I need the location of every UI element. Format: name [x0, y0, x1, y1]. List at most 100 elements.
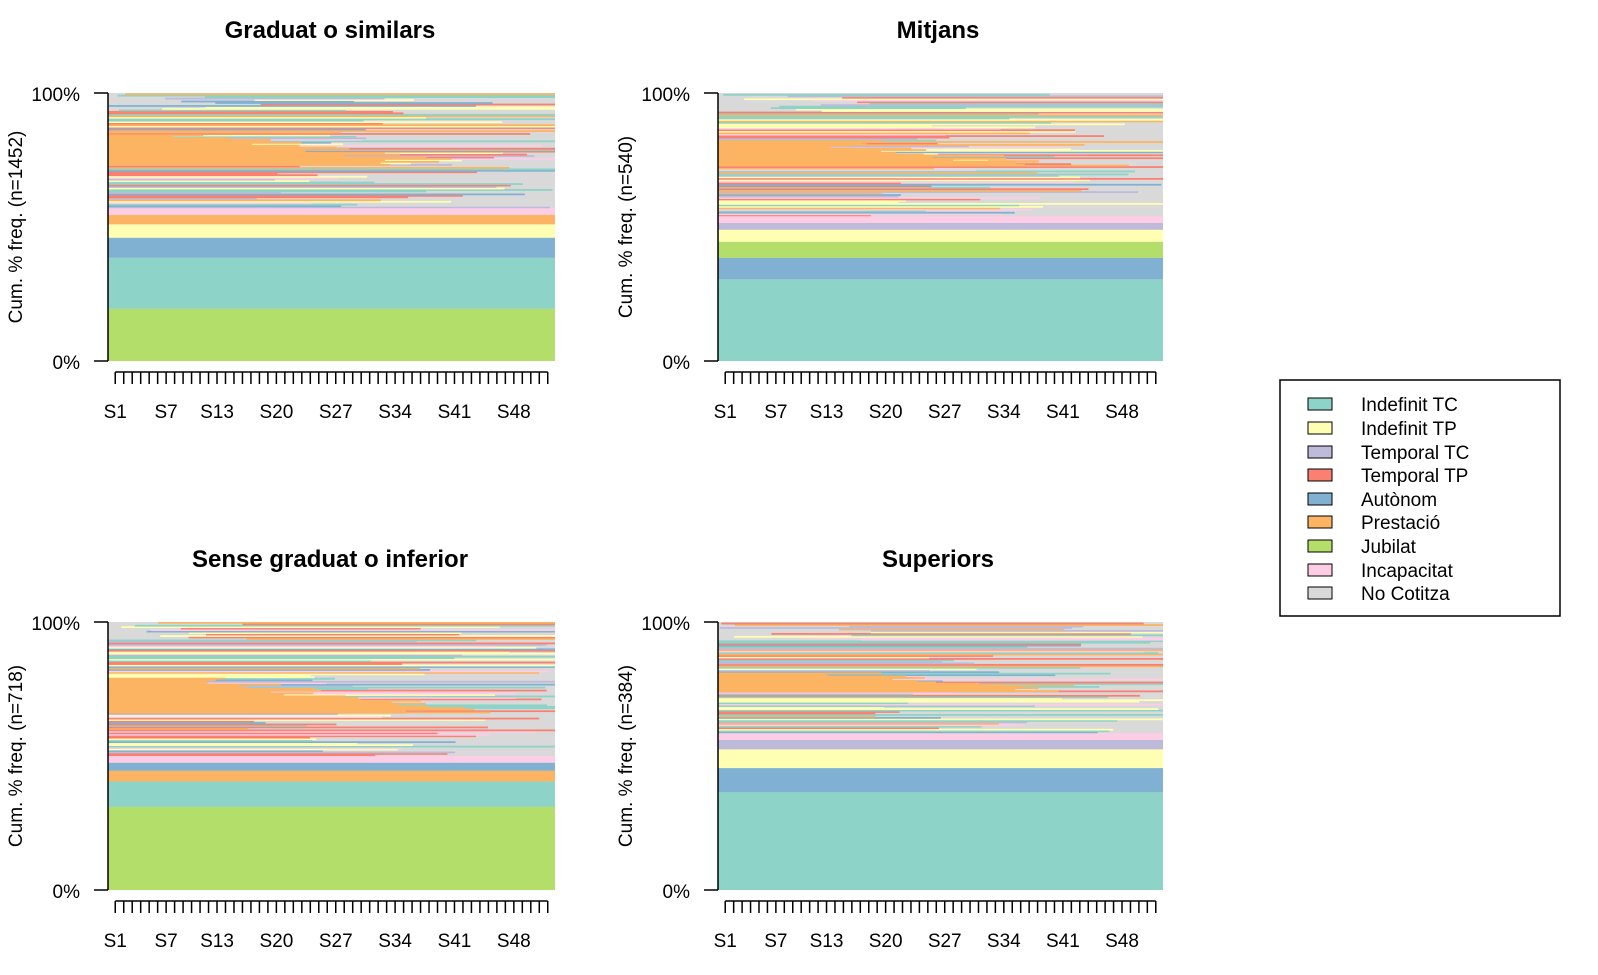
- state-band-jubilat: [718, 241, 1163, 258]
- sequence-line: [718, 719, 1118, 722]
- sequence-line: [820, 104, 1163, 107]
- sequence-line: [718, 697, 1062, 700]
- sequence-line-prestacio: [718, 162, 1016, 165]
- x-tick-label: S34: [378, 402, 412, 423]
- sequence-line: [108, 719, 486, 721]
- sequence-line: [108, 725, 307, 727]
- sequence-line: [718, 709, 1163, 712]
- sequence-line-prestacio: [108, 683, 281, 686]
- sequence-line: [108, 652, 555, 655]
- sequence-line: [787, 95, 1163, 98]
- sequence-line-prestacio: [108, 138, 271, 141]
- sequence-line: [718, 111, 1163, 114]
- sequence-line: [108, 671, 540, 674]
- plot-area: [108, 93, 555, 361]
- sequence-line: [108, 717, 540, 720]
- sequence-line-prestacio: [108, 141, 302, 144]
- sequence-line-prestacio: [108, 682, 208, 684]
- sequence-line: [108, 165, 300, 168]
- x-tick-label: S7: [764, 402, 787, 423]
- sequence-line: [718, 132, 1030, 135]
- sequence-line: [718, 185, 932, 188]
- sequence-line: [108, 744, 413, 746]
- sequence-line: [108, 686, 546, 689]
- sequence-line: [718, 210, 927, 213]
- sequence-line: [718, 121, 1052, 124]
- sequence-line: [718, 172, 1037, 174]
- sequence-line: [718, 699, 1163, 702]
- legend-label: Jubilat: [1361, 537, 1417, 558]
- sequence-line-prestacio: [718, 672, 882, 675]
- legend-swatch: [1307, 586, 1333, 600]
- sequence-line: [108, 194, 463, 197]
- sequence-line: [108, 745, 555, 748]
- sequence-line-prestacio: [108, 679, 216, 681]
- x-axis: S1 S7 S13 S20 S27 S34 S41 S48: [714, 900, 1157, 952]
- sequence-line: [108, 169, 555, 172]
- sequence-line: [718, 141, 1163, 143]
- sequence-line: [718, 136, 950, 139]
- sequence-line: [108, 663, 403, 665]
- sequence-line: [108, 177, 339, 180]
- sequence-line-prestacio: [108, 143, 252, 146]
- sequence-line: [125, 93, 555, 96]
- x-tick-label: S7: [764, 931, 787, 952]
- state-band-prestaci-: [108, 214, 555, 225]
- sequence-line: [744, 98, 1163, 101]
- sequence-line: [108, 641, 417, 643]
- x-tick-label: S41: [1046, 402, 1080, 423]
- legend-label: Autònom: [1361, 490, 1437, 511]
- sequence-line: [108, 122, 383, 125]
- sequence-line-prestacio: [718, 144, 852, 147]
- sequence-line-prestacio: [108, 155, 345, 157]
- sequence-line: [108, 127, 555, 129]
- x-tick-label: S34: [987, 931, 1021, 952]
- x-tick-label: S48: [1105, 402, 1139, 423]
- sequence-line: [718, 198, 981, 201]
- sequence-line-prestacio: [108, 693, 284, 696]
- sequence-line: [160, 635, 555, 637]
- sequence-line: [108, 730, 537, 733]
- sequence-line: [108, 189, 553, 191]
- sequence-line: [718, 177, 1163, 180]
- sequence-line: [108, 649, 555, 652]
- x-tick-label: S20: [869, 402, 903, 423]
- x-axis: S1 S7 S13 S20 S27 S34 S41 S48: [714, 371, 1157, 423]
- x-tick-label: S27: [319, 402, 353, 423]
- sequence-line-prestacio: [718, 140, 884, 143]
- sequence-line-prestacio: [718, 146, 831, 148]
- sequence-line: [108, 720, 255, 723]
- sequence-line: [158, 622, 555, 624]
- x-tick-label: S13: [810, 931, 844, 952]
- sequence-line: [870, 631, 1163, 634]
- y-tick-label-top: 100%: [31, 85, 80, 106]
- sequence-line-prestacio: [718, 150, 882, 153]
- legend-label: No Cotitza: [1361, 584, 1450, 605]
- y-tick-label-bottom: 0%: [53, 353, 81, 374]
- sequence-line: [204, 96, 555, 98]
- state-band-indefinit-tc: [108, 257, 555, 309]
- panel-title: Sense graduat o inferior: [192, 546, 468, 573]
- sequence-line: [718, 201, 899, 204]
- sequence-line: [108, 666, 555, 668]
- sequence-line: [108, 186, 497, 188]
- sequence-line: [721, 622, 1144, 625]
- state-band-aut-nom: [718, 257, 1163, 280]
- sequence-line: [108, 753, 448, 755]
- y-axis-label: Cum. % freq. (n=384): [616, 665, 637, 847]
- sequence-line: [108, 657, 455, 660]
- sequence-line: [108, 713, 338, 716]
- sequence-line: [134, 624, 555, 627]
- sequence-line: [146, 630, 555, 633]
- sequence-line: [718, 714, 1163, 716]
- state-band-indefinit-tp: [108, 224, 555, 238]
- sequence-line: [108, 136, 357, 138]
- x-tick-label: S34: [378, 931, 412, 952]
- state-band-incapacitat: [108, 756, 555, 763]
- sequence-line: [108, 105, 477, 107]
- legend-label: Indefinit TC: [1361, 395, 1458, 416]
- panel-title: Mitjans: [897, 17, 980, 44]
- sequence-line: [108, 669, 431, 671]
- sequence-line: [718, 730, 1110, 733]
- sequence-line: [108, 172, 278, 175]
